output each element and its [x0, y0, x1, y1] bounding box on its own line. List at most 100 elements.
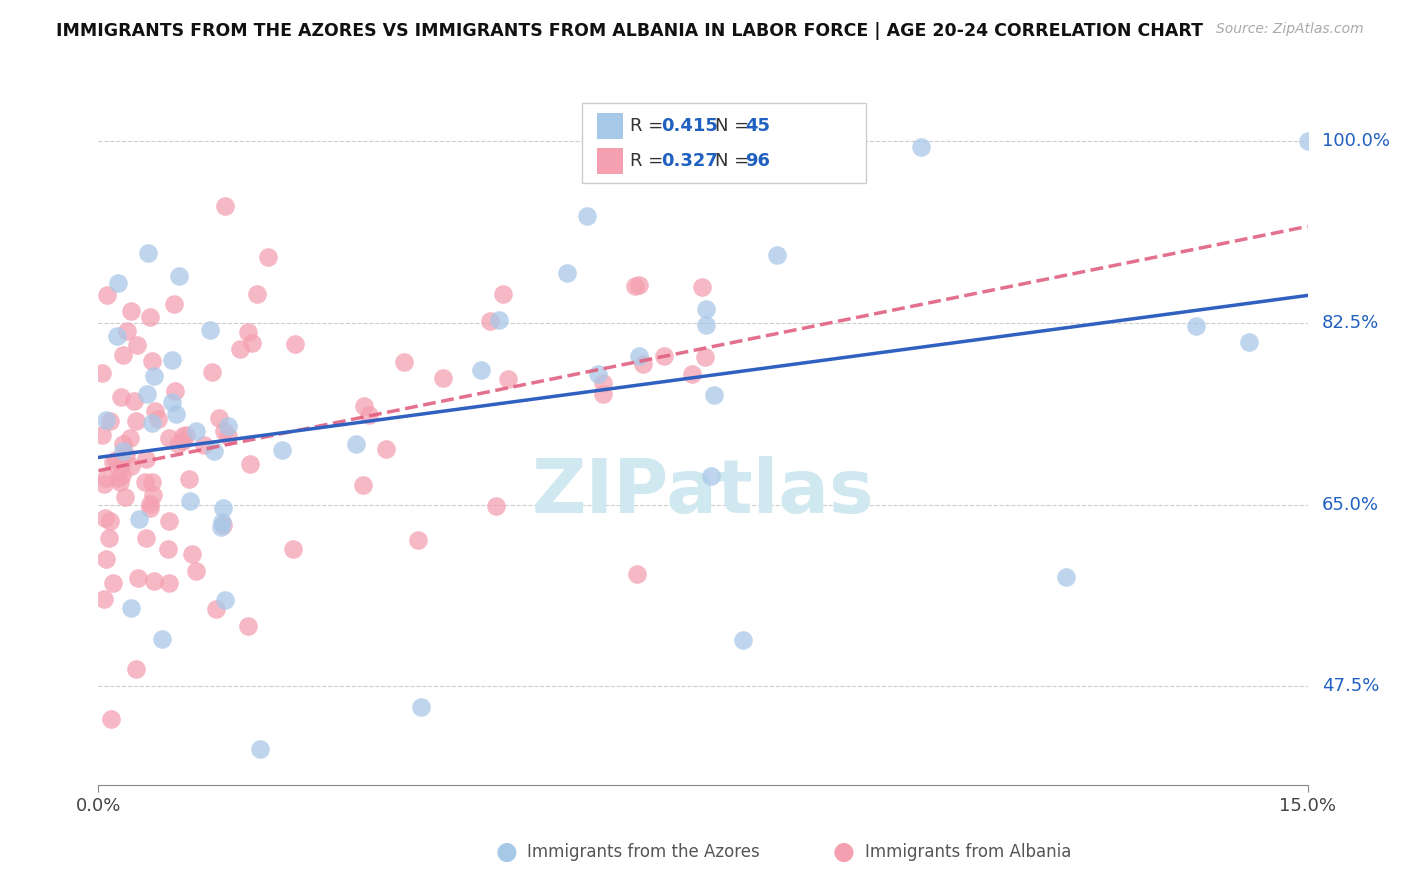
Point — [352, 478, 374, 492]
Point — [179, 494, 201, 508]
Point — [695, 301, 717, 316]
Text: 96: 96 — [745, 152, 770, 169]
Point — [592, 376, 614, 390]
Point — [107, 470, 129, 484]
Point — [146, 412, 169, 426]
Point — [470, 362, 492, 376]
Point — [141, 416, 163, 430]
Text: ●: ● — [832, 840, 855, 863]
Point — [557, 266, 579, 280]
Point — [217, 429, 239, 443]
Point — [165, 407, 187, 421]
Point — [91, 428, 114, 442]
Point — [214, 199, 236, 213]
Point — [172, 429, 194, 443]
Text: 65.0%: 65.0% — [1322, 496, 1379, 514]
Point — [142, 488, 165, 502]
Text: Source: ZipAtlas.com: Source: ZipAtlas.com — [1216, 22, 1364, 37]
Point — [105, 329, 128, 343]
Point — [695, 318, 717, 333]
Point — [134, 475, 156, 489]
Point — [139, 310, 162, 324]
Point — [100, 712, 122, 726]
Point — [93, 510, 115, 524]
Point — [201, 365, 224, 379]
FancyBboxPatch shape — [596, 113, 623, 139]
Point — [160, 352, 183, 367]
Point — [692, 280, 714, 294]
Point — [284, 337, 307, 351]
Text: 82.5%: 82.5% — [1322, 314, 1379, 332]
Point — [186, 564, 208, 578]
Point — [180, 547, 202, 561]
Text: Immigrants from the Azores: Immigrants from the Azores — [527, 843, 761, 861]
Point — [94, 552, 117, 566]
Point — [91, 366, 114, 380]
Point — [110, 457, 132, 471]
Point — [143, 404, 166, 418]
Point — [138, 501, 160, 516]
Point — [211, 515, 233, 529]
Point — [631, 357, 654, 371]
Text: 47.5%: 47.5% — [1322, 677, 1379, 695]
Text: 0.415: 0.415 — [661, 117, 717, 135]
Point — [733, 632, 755, 647]
Point — [353, 399, 375, 413]
Text: 100.0%: 100.0% — [1322, 132, 1391, 150]
Point — [135, 387, 157, 401]
Point — [114, 490, 136, 504]
Point — [394, 355, 416, 369]
Point — [94, 470, 117, 484]
Point — [240, 335, 263, 350]
Point — [127, 571, 149, 585]
Point — [96, 288, 118, 302]
Point — [125, 662, 148, 676]
Text: 45: 45 — [745, 117, 770, 135]
Point — [586, 367, 609, 381]
Point — [198, 323, 221, 337]
Point — [93, 476, 115, 491]
Point — [141, 475, 163, 489]
Point — [111, 467, 134, 482]
Point — [167, 269, 190, 284]
Text: R =: R = — [630, 117, 669, 135]
Point — [249, 741, 271, 756]
Point — [141, 354, 163, 368]
Point — [209, 520, 232, 534]
Point — [157, 541, 180, 556]
Point — [103, 576, 125, 591]
Point — [1185, 318, 1208, 333]
Text: ●: ● — [495, 840, 517, 863]
Point — [408, 533, 430, 547]
Point — [693, 350, 716, 364]
Point — [228, 342, 250, 356]
Point — [107, 277, 129, 291]
Point — [125, 337, 148, 351]
Point — [681, 368, 703, 382]
Point — [592, 387, 614, 401]
Point — [256, 250, 278, 264]
Point — [98, 414, 121, 428]
Point — [492, 286, 515, 301]
Point — [626, 566, 648, 581]
Point — [111, 348, 134, 362]
Point — [184, 424, 207, 438]
Point — [214, 592, 236, 607]
Point — [101, 455, 124, 469]
Point — [212, 425, 235, 439]
Point — [208, 410, 231, 425]
Point — [98, 514, 121, 528]
Point — [157, 431, 180, 445]
Point — [105, 453, 128, 467]
Point — [246, 287, 269, 301]
Point — [120, 304, 142, 318]
Point — [627, 278, 650, 293]
Point — [157, 576, 180, 591]
Point — [120, 601, 142, 615]
Point — [700, 468, 723, 483]
Point — [236, 619, 259, 633]
Point — [112, 444, 135, 458]
Point — [211, 518, 233, 533]
Text: N =: N = — [716, 152, 755, 169]
Point — [167, 436, 190, 450]
